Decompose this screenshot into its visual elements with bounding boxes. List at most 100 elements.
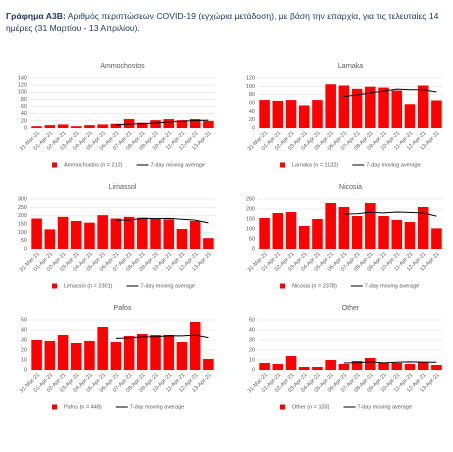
y-tick-label: 50 xyxy=(21,317,27,323)
bar xyxy=(272,364,284,370)
bar xyxy=(137,334,148,370)
y-tick-label: 0 xyxy=(252,246,255,252)
moving-average-line xyxy=(343,361,437,364)
bar xyxy=(84,222,95,249)
bar xyxy=(44,341,56,370)
legend-label: Limassol (n = 2301) xyxy=(64,283,113,289)
chart-title: Pafos xyxy=(114,305,132,312)
y-tick-label: 100 xyxy=(18,90,27,96)
legend-swatch xyxy=(280,162,285,168)
y-tick-label: 60 xyxy=(21,104,27,110)
legend-label: Ammochostos (n = 212) xyxy=(64,162,123,168)
bar xyxy=(137,217,148,249)
y-tick-label: 0 xyxy=(24,125,27,131)
bar xyxy=(123,216,135,249)
legend-label: 7-day moving average xyxy=(365,283,419,289)
y-tick-label: 150 xyxy=(246,216,255,222)
y-tick-label: 40 xyxy=(21,111,27,117)
bar xyxy=(163,119,175,128)
y-tick-label: 0 xyxy=(24,246,27,252)
bar xyxy=(203,359,214,370)
chart-title: Limassol xyxy=(109,184,137,191)
y-tick-label: 200 xyxy=(18,213,27,219)
y-tick-label: 120 xyxy=(246,75,255,81)
moving-average-line xyxy=(115,119,209,126)
bar xyxy=(150,335,161,370)
bar xyxy=(110,218,122,249)
bar xyxy=(84,341,95,370)
y-tick-label: 30 xyxy=(249,337,255,343)
bar xyxy=(312,367,323,370)
y-tick-label: 50 xyxy=(21,238,27,244)
bar xyxy=(259,363,270,370)
moving-average-line xyxy=(343,211,437,217)
bar xyxy=(417,207,429,249)
bar xyxy=(298,226,310,249)
y-tick-label: 100 xyxy=(246,84,255,90)
bar xyxy=(365,86,376,128)
bar xyxy=(285,212,297,249)
chart-title: Ammochostos xyxy=(100,63,145,70)
bar xyxy=(404,222,416,249)
legend-label: 7-day moving average xyxy=(357,404,411,410)
y-tick-label: 30 xyxy=(21,337,27,343)
bar xyxy=(57,216,69,249)
bar xyxy=(189,322,201,370)
legend-label: 7-day moving average xyxy=(130,404,184,410)
bar xyxy=(97,327,108,370)
legend-swatch xyxy=(280,404,285,410)
bar xyxy=(351,361,363,370)
bar xyxy=(272,213,284,249)
bar xyxy=(391,363,403,370)
bar xyxy=(391,90,403,128)
bar xyxy=(431,365,442,370)
bar xyxy=(378,87,389,128)
y-tick-label: 20 xyxy=(21,118,27,124)
legend-label: Nicosia (n = 2378) xyxy=(292,283,337,289)
y-tick-label: 200 xyxy=(246,206,255,212)
bar xyxy=(298,105,310,128)
legend-swatch xyxy=(52,404,57,410)
y-tick-label: 120 xyxy=(18,83,27,89)
bar xyxy=(338,85,350,128)
y-tick-label: 0 xyxy=(252,125,255,131)
chart-title: Nicosia xyxy=(339,184,362,191)
y-tick-label: 40 xyxy=(21,327,27,333)
y-tick-label: 80 xyxy=(21,97,27,103)
bar xyxy=(57,335,69,370)
bar xyxy=(57,124,69,128)
bar xyxy=(272,100,284,128)
bar xyxy=(338,364,350,370)
bar xyxy=(285,356,297,370)
bar xyxy=(285,100,297,128)
bar xyxy=(189,119,201,128)
y-tick-label: 140 xyxy=(18,75,27,81)
bar xyxy=(176,229,188,249)
bar xyxy=(31,126,42,128)
bar xyxy=(312,100,323,128)
bar xyxy=(365,358,376,370)
legend-label: Pafos (n = 448) xyxy=(64,404,102,410)
chart-title: Larnaka xyxy=(338,63,363,70)
bar xyxy=(44,229,56,249)
bar xyxy=(378,216,389,249)
y-tick-label: 10 xyxy=(249,357,255,363)
y-tick-label: 40 xyxy=(249,327,255,333)
bar xyxy=(97,124,108,128)
bar xyxy=(70,221,82,249)
header: Γράφημα Α3Β: Αριθμός περιπτώσεων COVID-1… xyxy=(6,10,446,34)
legend-label: 7-day moving average xyxy=(366,162,420,168)
bar xyxy=(97,215,108,249)
bar xyxy=(150,218,161,249)
bar xyxy=(378,363,389,370)
legend-swatch xyxy=(280,283,285,289)
bar xyxy=(123,336,135,370)
bar xyxy=(44,125,56,128)
y-tick-label: 20 xyxy=(249,117,255,123)
chart-title: Other xyxy=(342,305,360,312)
y-tick-label: 10 xyxy=(21,357,27,363)
bar xyxy=(203,120,214,128)
y-tick-label: 300 xyxy=(18,196,27,202)
y-tick-label: 250 xyxy=(18,205,27,211)
bar xyxy=(351,88,363,128)
